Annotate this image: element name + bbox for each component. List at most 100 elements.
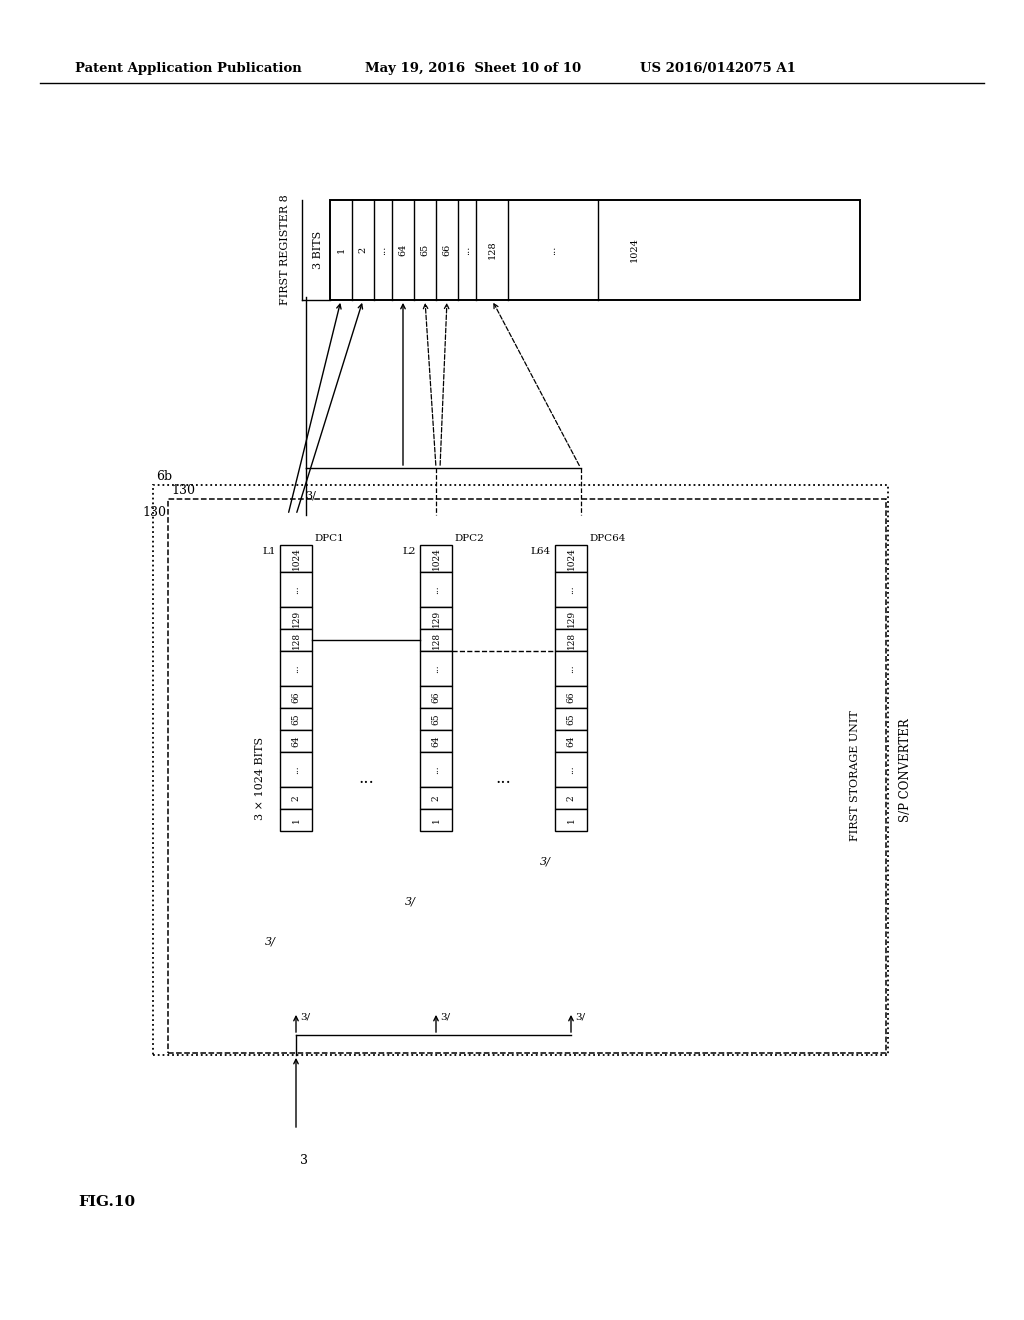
Text: 129: 129 (292, 610, 300, 627)
Text: 3/: 3/ (300, 1012, 310, 1022)
Text: 3/: 3/ (575, 1012, 585, 1022)
Text: 65: 65 (292, 713, 300, 725)
Text: 3/: 3/ (406, 898, 416, 907)
Text: 64: 64 (566, 735, 575, 747)
Text: 128: 128 (292, 631, 300, 648)
Text: 3: 3 (300, 1154, 308, 1167)
Bar (280, 809, 312, 832)
Bar (555, 651, 587, 686)
Text: 1: 1 (337, 247, 345, 253)
Bar (280, 787, 312, 809)
Text: ...: ... (431, 766, 440, 774)
Text: FIRST REGISTER 8: FIRST REGISTER 8 (280, 194, 290, 305)
Bar (555, 607, 587, 630)
Bar (555, 787, 587, 809)
Bar (420, 686, 452, 708)
Text: 3 × 1024 BITS: 3 × 1024 BITS (255, 737, 265, 820)
Bar (555, 809, 587, 832)
Bar (420, 708, 452, 730)
Text: ...: ... (431, 664, 440, 673)
Text: 64: 64 (292, 735, 300, 747)
Text: ...: ... (566, 766, 575, 774)
Bar (330, 201, 860, 300)
Bar (555, 686, 587, 708)
Text: 3/: 3/ (540, 857, 551, 867)
Text: ...: ... (292, 664, 300, 673)
Text: 64: 64 (398, 244, 408, 256)
Bar (280, 630, 312, 651)
Text: 128: 128 (487, 240, 497, 259)
Bar (420, 572, 452, 607)
Text: 129: 129 (566, 610, 575, 627)
Bar (555, 630, 587, 651)
Text: 66: 66 (442, 244, 452, 256)
Text: 3/: 3/ (265, 937, 276, 946)
Text: L1: L1 (262, 546, 276, 556)
Bar (280, 708, 312, 730)
Text: 64: 64 (431, 735, 440, 747)
Text: ...: ... (566, 585, 575, 594)
Text: 66: 66 (566, 692, 575, 702)
Bar (420, 730, 452, 752)
Text: 3 BITS: 3 BITS (313, 231, 323, 269)
Text: L64: L64 (530, 546, 551, 556)
Text: DPC2: DPC2 (454, 535, 483, 543)
Bar (420, 607, 452, 630)
Text: 3/: 3/ (305, 491, 316, 502)
Bar (280, 545, 312, 572)
Text: 1: 1 (566, 817, 575, 822)
Bar (420, 787, 452, 809)
Bar (420, 545, 452, 572)
Text: 66: 66 (431, 692, 440, 702)
Bar (555, 545, 587, 572)
Text: 1: 1 (292, 817, 300, 822)
Text: S/P CONVERTER: S/P CONVERTER (898, 718, 911, 822)
Text: 128: 128 (566, 631, 575, 648)
Text: ...: ... (379, 246, 387, 255)
Text: FIG.10: FIG.10 (78, 1195, 135, 1209)
Bar (280, 607, 312, 630)
Text: 1024: 1024 (431, 546, 440, 570)
Text: 2: 2 (292, 795, 300, 801)
Text: 1: 1 (431, 817, 440, 822)
Text: 128: 128 (431, 631, 440, 648)
Bar (555, 572, 587, 607)
Text: DPC64: DPC64 (589, 535, 626, 543)
Text: 130: 130 (171, 484, 195, 498)
Text: ...: ... (496, 770, 511, 787)
Text: 65: 65 (431, 713, 440, 725)
Text: ...: ... (549, 246, 557, 255)
Text: ...: ... (358, 770, 374, 787)
Text: 2: 2 (358, 247, 368, 253)
Bar (420, 809, 452, 832)
Bar (555, 752, 587, 787)
Text: L2: L2 (402, 546, 416, 556)
Bar (153, 484, 888, 1055)
Text: DPC1: DPC1 (314, 535, 344, 543)
Text: 2: 2 (566, 795, 575, 801)
Bar (168, 499, 886, 1053)
Bar (555, 730, 587, 752)
Text: 129: 129 (431, 610, 440, 627)
Text: May 19, 2016  Sheet 10 of 10: May 19, 2016 Sheet 10 of 10 (365, 62, 582, 75)
Text: 130: 130 (142, 507, 166, 520)
Text: US 2016/0142075 A1: US 2016/0142075 A1 (640, 62, 796, 75)
Bar (420, 651, 452, 686)
Bar (280, 651, 312, 686)
Bar (280, 752, 312, 787)
Text: 65: 65 (566, 713, 575, 725)
Text: 3/: 3/ (440, 1012, 451, 1022)
Text: 6b: 6b (156, 470, 172, 483)
Text: ...: ... (292, 585, 300, 594)
Text: 65: 65 (421, 244, 429, 256)
Bar (420, 752, 452, 787)
Text: ...: ... (292, 766, 300, 774)
Text: ...: ... (431, 585, 440, 594)
Bar (555, 708, 587, 730)
Text: ...: ... (463, 246, 471, 255)
Text: ...: ... (566, 664, 575, 673)
Bar (280, 572, 312, 607)
Text: FIRST STORAGE UNIT: FIRST STORAGE UNIT (850, 710, 860, 841)
Bar (280, 686, 312, 708)
Text: 1024: 1024 (292, 546, 300, 570)
